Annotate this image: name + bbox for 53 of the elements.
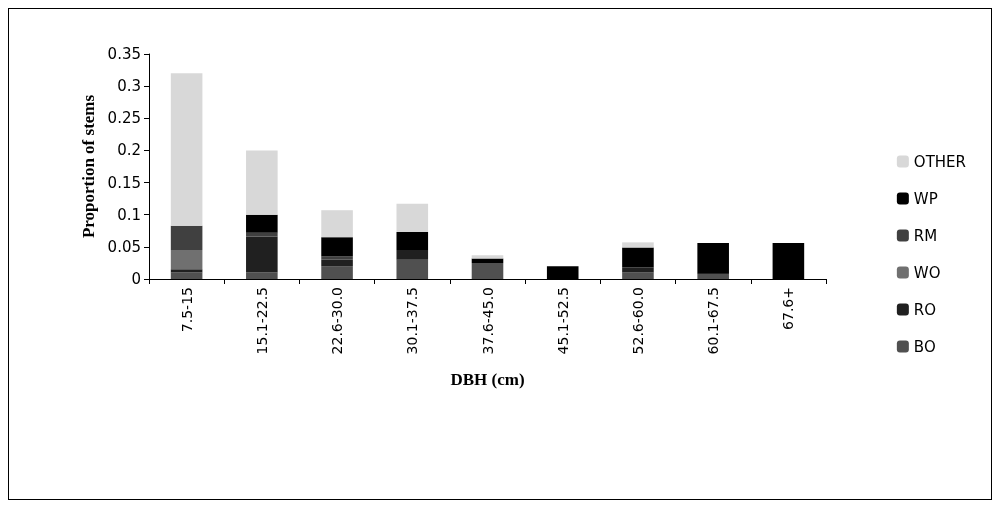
- y-tick-label: 0.3: [117, 77, 141, 96]
- bar: [471, 258, 504, 263]
- bar: [622, 272, 654, 279]
- x-tick-label: 30.1-37.5: [404, 287, 421, 355]
- x-tick-label: 15.1-22.5: [253, 287, 270, 355]
- bar: [170, 73, 203, 226]
- x-axis-title: DBH (cm): [450, 370, 525, 389]
- bar: [396, 232, 429, 251]
- y-axis-title: Proportion of stems: [78, 94, 98, 239]
- x-tick-label: 37.6-45.0: [479, 287, 496, 355]
- bar: [321, 237, 353, 257]
- bar: [622, 247, 654, 268]
- bar: [471, 255, 504, 259]
- bar: [246, 232, 278, 237]
- x-tick-label: 67.6+: [780, 287, 797, 330]
- bar: [321, 256, 353, 260]
- y-tick-label: 0.05: [107, 237, 141, 256]
- legend-label: OTHER: [913, 152, 967, 171]
- bar: [622, 267, 654, 273]
- legend-label: RM: [913, 226, 938, 245]
- bar: [170, 269, 203, 273]
- bar: [170, 250, 203, 270]
- bar: [170, 225, 203, 251]
- bar: [622, 242, 654, 248]
- bar: [170, 272, 203, 279]
- x-tick-label: 7.5-15: [178, 287, 195, 333]
- y-tick-label: 0.2: [117, 141, 141, 160]
- bar: [246, 150, 278, 215]
- bar: [697, 243, 729, 274]
- legend-label: WP: [913, 189, 938, 208]
- x-tick-label: 22.6-30.0: [329, 287, 346, 355]
- bar: [697, 273, 729, 279]
- bar: [246, 214, 278, 233]
- y-tick-label: 0.1: [117, 205, 141, 224]
- bar: [396, 259, 429, 279]
- bar: [321, 259, 353, 267]
- x-tick-label: 45.1-52.5: [554, 287, 571, 355]
- y-tick-label: 0.25: [107, 109, 141, 128]
- bar: [321, 210, 353, 238]
- legend-label: RO: [913, 300, 937, 319]
- bar: [396, 203, 429, 233]
- y-tick-label: 0.35: [107, 45, 141, 63]
- y-tick-label: 0: [131, 270, 141, 288]
- bar: [471, 262, 504, 279]
- bar: [396, 250, 429, 260]
- y-tick-label: 0.15: [107, 173, 141, 192]
- bar: [246, 272, 278, 279]
- x-tick-label: 60.1-67.5: [705, 287, 722, 355]
- bar: [321, 266, 353, 279]
- legend-label: WO: [913, 263, 941, 282]
- legend-label: BO: [913, 337, 936, 356]
- bar: [246, 236, 278, 273]
- x-tick-label: 52.6-60.0: [629, 287, 646, 355]
